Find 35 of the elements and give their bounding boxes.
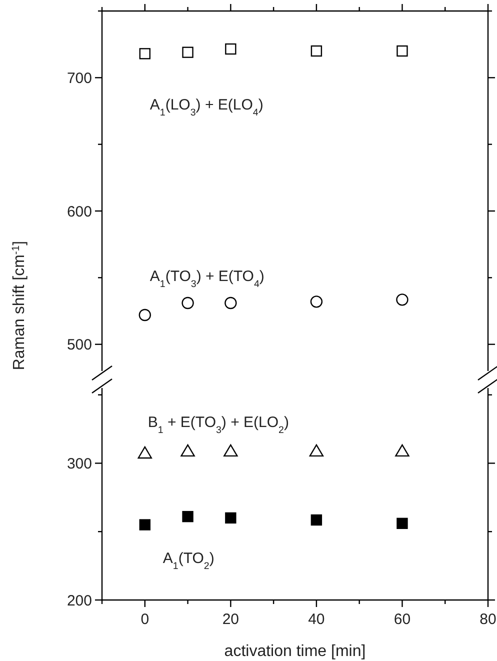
point bbox=[225, 43, 236, 55]
y-tick-label: 500 bbox=[66, 336, 92, 354]
point bbox=[309, 444, 324, 457]
y-tick-label: 600 bbox=[66, 203, 92, 220]
y-tick-label: 200 bbox=[66, 592, 92, 610]
series-label: B$_{1}$ + E(TO$_{3}$) + E(LO$_{2}$) bbox=[148, 414, 289, 436]
point bbox=[310, 514, 322, 526]
point bbox=[225, 512, 236, 524]
series-label: A$_{1}$(TO$_{2}$) bbox=[162, 550, 214, 572]
x-tick-label: 80 bbox=[480, 611, 496, 628]
point bbox=[310, 45, 322, 57]
point bbox=[139, 519, 150, 530]
x-tick-label: 40 bbox=[308, 611, 325, 628]
point bbox=[224, 296, 237, 310]
point bbox=[182, 510, 194, 522]
point bbox=[396, 294, 408, 306]
text: A$_{1}$(LO$_{3}$) + E(LO$_{4}$) bbox=[150, 96, 264, 118]
y-tick-label: 700 bbox=[66, 70, 92, 87]
y-tick-label: 300 bbox=[66, 455, 92, 472]
point bbox=[138, 308, 151, 322]
point bbox=[180, 444, 195, 457]
point bbox=[310, 296, 323, 308]
point bbox=[139, 48, 150, 60]
x-tick-label: 20 bbox=[222, 611, 240, 628]
series-label: A$_{1}$(TO$_{3}$) + E(TO$_{4}$) bbox=[150, 268, 264, 290]
point bbox=[396, 518, 408, 530]
x-axis-title: activation time [min] bbox=[224, 643, 366, 660]
x-tick-label: 60 bbox=[394, 611, 411, 628]
point bbox=[395, 444, 410, 457]
point bbox=[138, 446, 152, 459]
point bbox=[182, 46, 194, 58]
point bbox=[224, 444, 238, 457]
point bbox=[182, 296, 194, 310]
point bbox=[396, 45, 408, 57]
x-tick-label: 0 bbox=[140, 611, 150, 628]
